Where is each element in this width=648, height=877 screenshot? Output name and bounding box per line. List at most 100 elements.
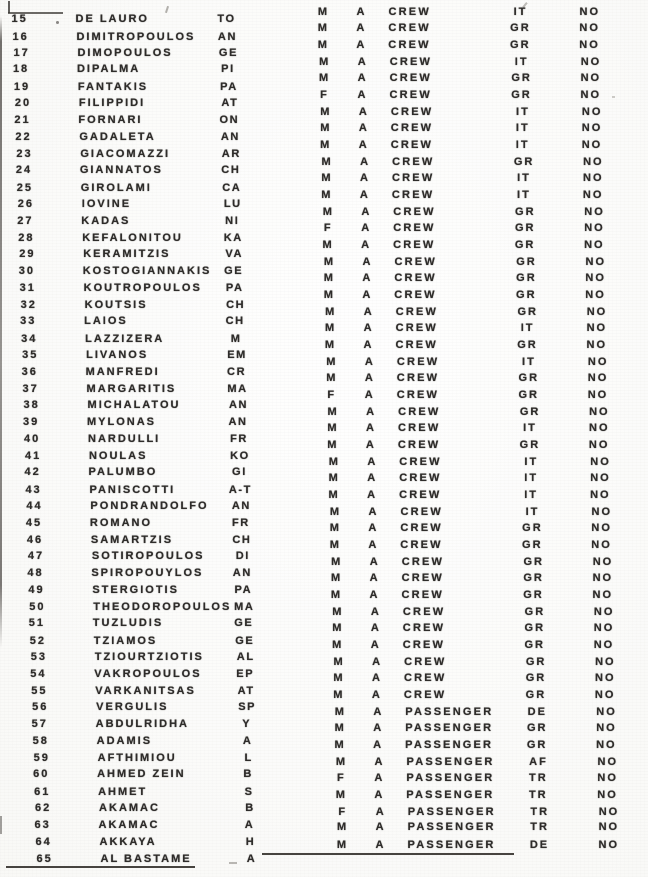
table-row-right: M A CREW IT NO	[13, 506, 648, 523]
person-type: PASSENGER	[406, 771, 495, 784]
no-flag: NO	[585, 255, 606, 268]
status-code: A	[375, 821, 386, 834]
given-initials: FR	[230, 433, 248, 446]
no-flag: NO	[590, 455, 611, 468]
given-initials: GE	[224, 264, 244, 277]
gender-code: M	[335, 788, 347, 801]
nationality-code: TR	[530, 821, 549, 834]
given-initials: L	[244, 751, 253, 764]
surname: AHMED ZEIN	[97, 768, 186, 781]
table-row-right: M A CREW GR NO	[0, 22, 648, 39]
surname: AKAMAC	[98, 818, 160, 831]
nationality-code: GR	[524, 621, 546, 634]
table-row: 52 TZIAMOS GE	[18, 635, 648, 652]
status-code: A	[367, 471, 378, 484]
nationality-code: GR	[525, 655, 547, 668]
nationality-code: GR	[518, 371, 540, 384]
table-row: 45 ROMANO FR	[14, 517, 648, 534]
nationality-code: AF	[529, 755, 548, 768]
row-number: 56	[32, 701, 49, 714]
nationality-code: IT	[524, 471, 539, 484]
surname: TUZLUDIS	[92, 617, 164, 630]
surname: IOVINE	[81, 198, 132, 211]
status-code: A	[367, 488, 378, 501]
no-flag: NO	[591, 521, 612, 534]
nationality-code: GR	[523, 588, 544, 601]
table-row: 47 SOTIROPOULOS DI	[16, 550, 648, 567]
nationality-code: GR	[525, 688, 547, 701]
person-type: CREW	[392, 155, 435, 168]
status-code: A	[363, 321, 374, 334]
no-flag: NO	[593, 621, 615, 634]
table-row-right: M A CREW IT NO	[3, 122, 648, 139]
row-number: 62	[35, 802, 52, 815]
table-row: 59 AFTHIMIOU L	[22, 752, 648, 769]
surname: DIMOPOULOS	[77, 47, 173, 60]
row-number: 39	[23, 415, 40, 428]
table-row-right: M A CREW IT NO	[4, 172, 648, 189]
surname: TZIAMOS	[93, 634, 158, 647]
table-row: 29 KERAMITZIS VA	[7, 248, 648, 265]
given-initials: AL	[236, 651, 255, 664]
person-type: CREW	[403, 688, 447, 701]
gender-code: M	[326, 371, 338, 384]
nationality-code: GR	[524, 605, 546, 618]
person-type: CREW	[394, 271, 437, 284]
row-number: 55	[31, 685, 48, 698]
given-initials: PA	[225, 282, 244, 295]
no-flag: NO	[587, 388, 609, 401]
gender-code: M	[336, 838, 349, 851]
table-row: 42 PALUMBO GI	[12, 466, 648, 483]
gender-code: M	[323, 271, 335, 284]
table-row-right: M A CREW GR NO	[16, 672, 648, 689]
scan-artifact-left-edge-line-lower	[0, 816, 2, 834]
row-number: 51	[28, 617, 46, 630]
given-initials: SP	[238, 701, 257, 714]
nationality-code: GR	[511, 71, 532, 84]
person-type: CREW	[395, 338, 438, 351]
given-initials: AT	[237, 685, 255, 698]
status-code: A	[372, 655, 383, 668]
row-number: 17	[13, 47, 30, 60]
row-number: 23	[16, 147, 33, 160]
nationality-code: GR	[517, 338, 538, 351]
no-flag: NO	[596, 721, 617, 734]
gender-code: M	[330, 588, 343, 601]
nationality-code: GR	[516, 255, 537, 268]
table-row-right: M A CREW GR NO	[16, 656, 648, 673]
no-flag: NO	[581, 138, 603, 151]
person-type: PASSENGER	[407, 805, 496, 818]
status-code: A	[360, 155, 371, 168]
given-initials: AN	[232, 566, 252, 579]
surname: TZIOURTZIOTIS	[94, 651, 204, 664]
given-initials: MA	[234, 600, 255, 613]
table-row: 60 AHMED ZEIN B	[21, 768, 648, 785]
status-code: A	[362, 288, 373, 301]
gender-code: M	[328, 455, 340, 468]
table-row-right: M A CREW IT NO	[4, 189, 648, 206]
person-type: CREW	[400, 538, 443, 551]
row-number: 52	[29, 634, 47, 647]
table-row: 25 GIROLAMI CA	[5, 182, 648, 199]
table-row-right: M A PASSENGER GR NO	[17, 739, 648, 756]
table-row: 31 KOUTROPOULOS PA	[8, 282, 648, 299]
table-row-right: M A CREW IT NO	[8, 322, 648, 339]
no-flag: NO	[585, 271, 606, 284]
nationality-code: IT	[517, 171, 531, 184]
table-row: 56 VERGULIS SP	[20, 701, 648, 718]
surname: KERAMITZIS	[83, 248, 171, 261]
table-row: 19 FANTAKIS PA	[2, 81, 648, 98]
given-initials: GE	[235, 634, 255, 647]
status-code: A	[356, 21, 367, 34]
given-initials: H	[245, 836, 256, 849]
nationality-code: GR	[526, 738, 548, 751]
surname: FORNARI	[78, 113, 143, 126]
status-code: A	[374, 788, 385, 801]
no-flag: NO	[586, 321, 608, 334]
person-type: CREW	[393, 205, 436, 218]
table-row: 65 AL BASTAME A	[25, 853, 648, 870]
status-code: A	[362, 271, 373, 284]
status-code: A	[357, 88, 368, 101]
surname: PALUMBO	[88, 466, 158, 479]
status-code: A	[368, 521, 379, 534]
